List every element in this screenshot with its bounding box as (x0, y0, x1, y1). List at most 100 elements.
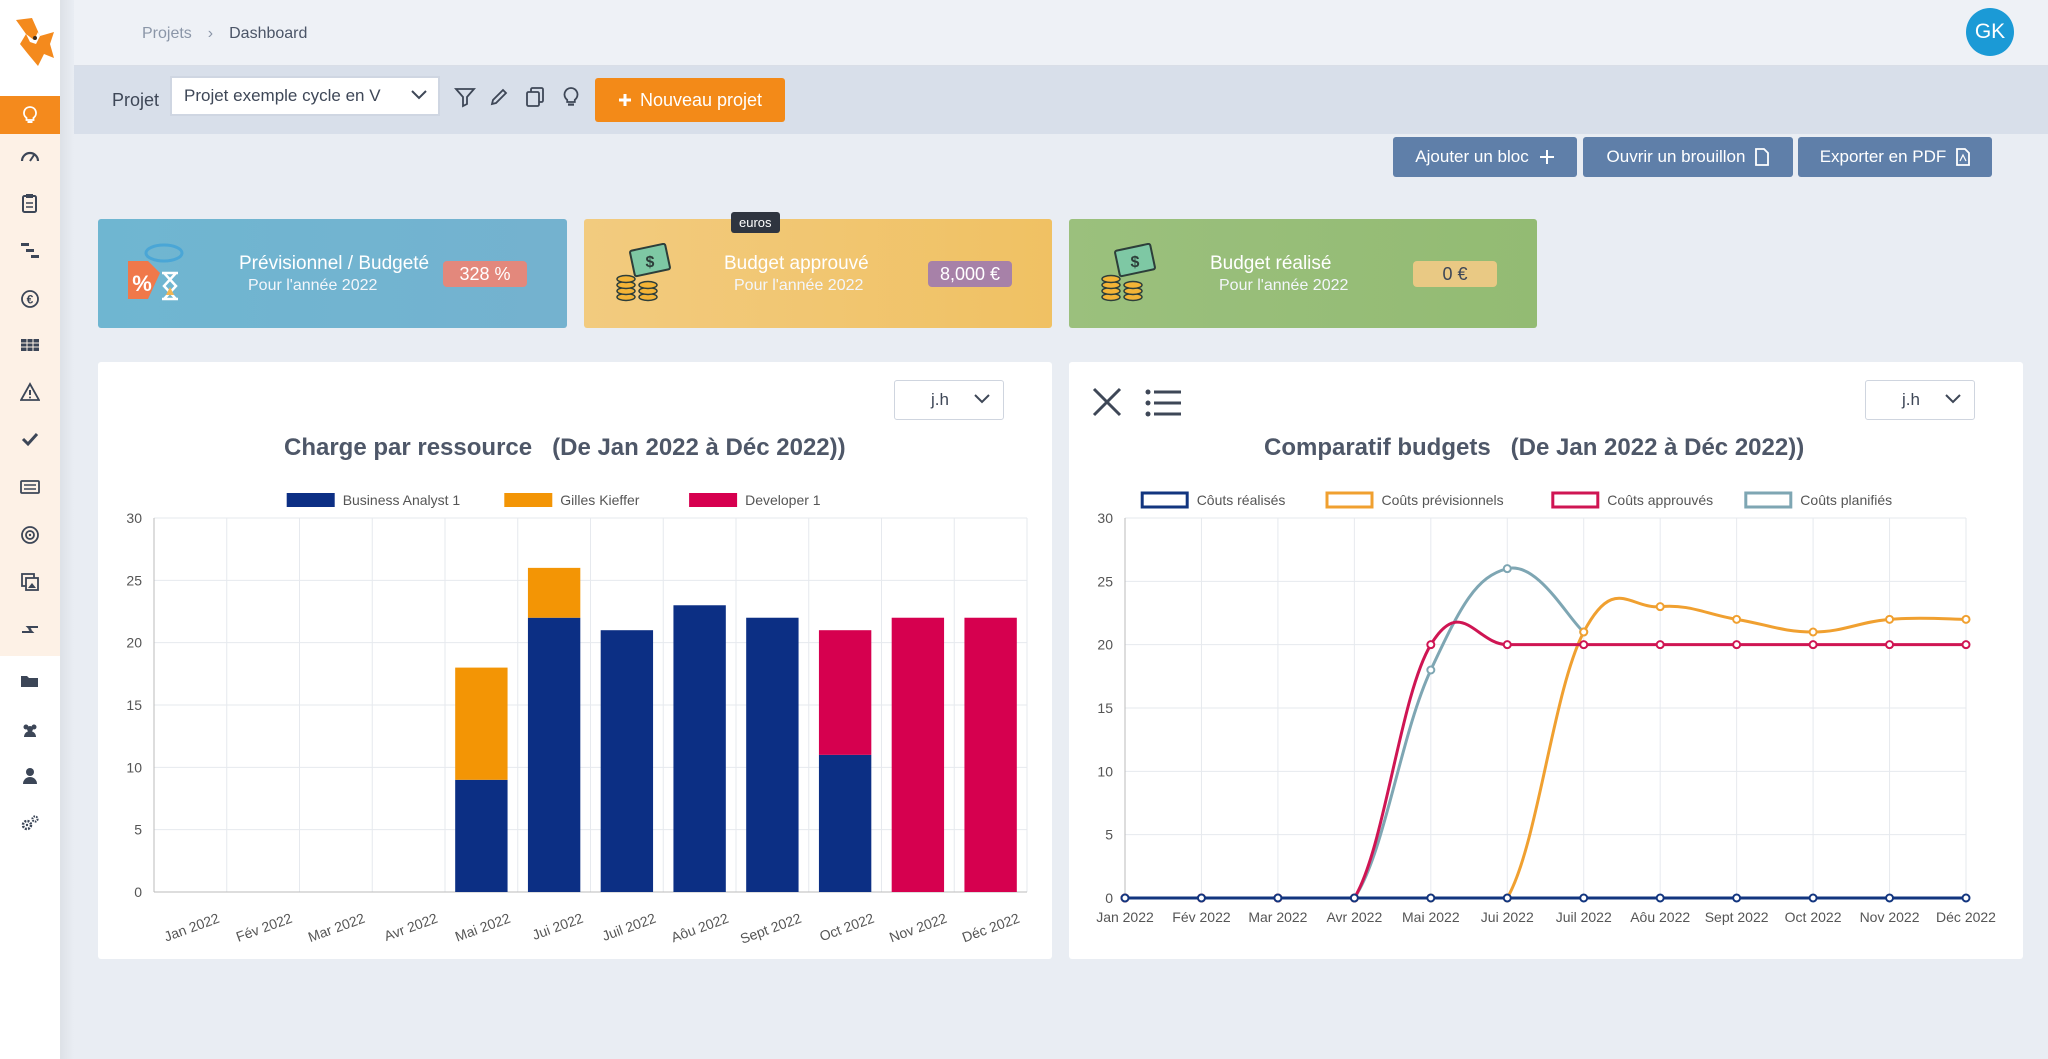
breadcrumb-separator: › (207, 25, 214, 42)
y-tick-label: 30 (126, 510, 142, 526)
sidebar-item-risks[interactable] (0, 373, 60, 411)
money-coins-icon: $ (1101, 243, 1156, 302)
x-tick-label: Nov 2022 (887, 910, 949, 946)
sidebar-item-profile[interactable] (0, 757, 60, 795)
x-tick-label: Nov 2022 (1860, 909, 1920, 925)
copy-icon[interactable] (524, 86, 546, 108)
new-project-label: Nouveau projet (639, 89, 763, 110)
sidebar-shadow (60, 0, 74, 1059)
new-project-button[interactable]: Nouveau projet (595, 78, 785, 122)
sidebar-item-gallery[interactable] (0, 563, 60, 601)
pdf-file-icon (1956, 148, 1971, 166)
project-select[interactable]: Projet exemple cycle en V (170, 76, 440, 116)
data-point (1579, 627, 1589, 637)
close-icon[interactable] (1091, 386, 1123, 418)
sidebar-item-objectives[interactable] (0, 516, 60, 554)
euro-icon: € (21, 290, 39, 308)
chevron-down-icon (1945, 394, 1961, 404)
legend-label: Developer 1 (745, 492, 821, 508)
kpi-approved-title: Budget approuvé (724, 253, 869, 274)
data-point (1732, 893, 1742, 903)
unit-select-value: j.h (931, 390, 949, 409)
data-point (1273, 893, 1283, 903)
y-tick-label: 15 (126, 697, 142, 713)
breadcrumb-projects-link[interactable]: Projets (142, 25, 192, 42)
svg-text:$: $ (646, 254, 655, 271)
data-point (1885, 640, 1895, 650)
sidebar-item-settings[interactable] (0, 804, 60, 842)
kpi-card-forecast: % Prévisionnel / Budgeté Pour l'année 20… (98, 219, 567, 328)
x-tick-label: Déc 2022 (1936, 909, 1996, 925)
x-tick-label: Juil 2022 (1556, 909, 1612, 925)
sidebar-item-tasks[interactable] (0, 184, 60, 222)
users-icon (23, 724, 37, 737)
sidebar-item-budget[interactable]: € (0, 280, 60, 318)
x-tick-label: Aôu 2022 (1630, 909, 1690, 925)
x-tick-label: Fév 2022 (234, 910, 295, 945)
sidebar-item-validation[interactable] (0, 420, 60, 458)
data-point (1655, 640, 1665, 650)
warning-icon (20, 382, 40, 401)
data-point (1961, 614, 1971, 624)
legend-label: Coûts planifiés (1800, 492, 1892, 508)
lightbulb-icon[interactable] (560, 86, 582, 108)
y-tick-label: 5 (1105, 827, 1113, 843)
project-select-value: Projet exemple cycle en V (184, 86, 381, 105)
open-draft-button[interactable]: Ouvrir un brouillon (1583, 137, 1793, 177)
gantt-icon (21, 243, 39, 258)
pencil-icon[interactable] (488, 86, 510, 108)
bar-segment (455, 667, 508, 780)
project-toolbar: Projet Projet exemple cycle en V Nouveau… (74, 66, 2048, 134)
data-point (1808, 640, 1818, 650)
list-icon[interactable] (1145, 388, 1181, 418)
unit-select-charge[interactable]: j.h (894, 380, 1004, 420)
fox-logo[interactable] (10, 14, 58, 72)
sidebar-item-teams[interactable] (0, 711, 60, 749)
sidebar-item-table[interactable] (0, 326, 60, 364)
y-tick-label: 25 (1097, 573, 1113, 589)
sidebar-item-folders[interactable] (0, 662, 60, 700)
y-tick-label: 20 (126, 635, 142, 651)
kpi-approved-value: 8,000 € (928, 261, 1012, 287)
x-tick-label: Mai 2022 (1402, 909, 1460, 925)
sidebar-item-gauge[interactable] (0, 138, 60, 176)
sidebar-item-dashboard[interactable] (0, 96, 60, 134)
data-point (1120, 893, 1130, 903)
sidebar-menu (0, 96, 60, 656)
kpi-forecast-value: 328 % (443, 261, 527, 287)
line-chart: 0 5 10 15 20 25 30 Côuts réalisés Coûts prévisio… (1096, 491, 1996, 925)
sidebar-item-gantt[interactable] (0, 231, 60, 269)
export-pdf-button[interactable]: Exporter en PDF (1798, 137, 1992, 177)
svg-text:%: % (132, 271, 152, 296)
x-tick-label: Sept 2022 (1705, 909, 1769, 925)
images-icon (21, 573, 39, 591)
target-icon (21, 526, 39, 544)
kpi-approved-subtitle: Pour l'année 2022 (734, 277, 864, 294)
x-tick-label: Oct 2022 (1785, 909, 1842, 925)
data-point (1808, 627, 1818, 637)
add-block-label: Ajouter un bloc (1415, 147, 1529, 166)
top-bar: Projets › Dashboard GK (74, 0, 2048, 66)
x-tick-label: Aôu 2022 (669, 910, 731, 946)
legend-label: Coûts approuvés (1607, 492, 1713, 508)
data-point (1579, 893, 1589, 903)
bar-segment (818, 754, 872, 892)
x-tick-label: Jan 2022 (162, 910, 222, 945)
y-tick-label: 5 (134, 822, 142, 838)
open-draft-label: Ouvrir un brouillon (1606, 147, 1746, 166)
unit-select-budgets[interactable]: j.h (1865, 380, 1975, 420)
chart-title: Charge par ressource (De Jan 2022 à Déc … (284, 434, 846, 461)
sidebar-item-transfer[interactable] (0, 610, 60, 648)
data-point (1885, 614, 1895, 624)
kpi-forecast-title: Prévisionnel / Budgeté (239, 253, 430, 274)
data-point (1732, 614, 1742, 624)
percent-tag-icon: % (128, 243, 184, 301)
bar-segment (964, 617, 1017, 892)
user-avatar[interactable]: GK (1966, 8, 2014, 56)
add-block-button[interactable]: Ajouter un bloc (1393, 137, 1577, 177)
svg-text:$: $ (1131, 254, 1140, 271)
plus-icon (618, 94, 631, 106)
sidebar-item-list[interactable] (0, 468, 60, 506)
money-coins-icon: $ (616, 243, 671, 302)
filter-icon[interactable] (454, 86, 476, 108)
